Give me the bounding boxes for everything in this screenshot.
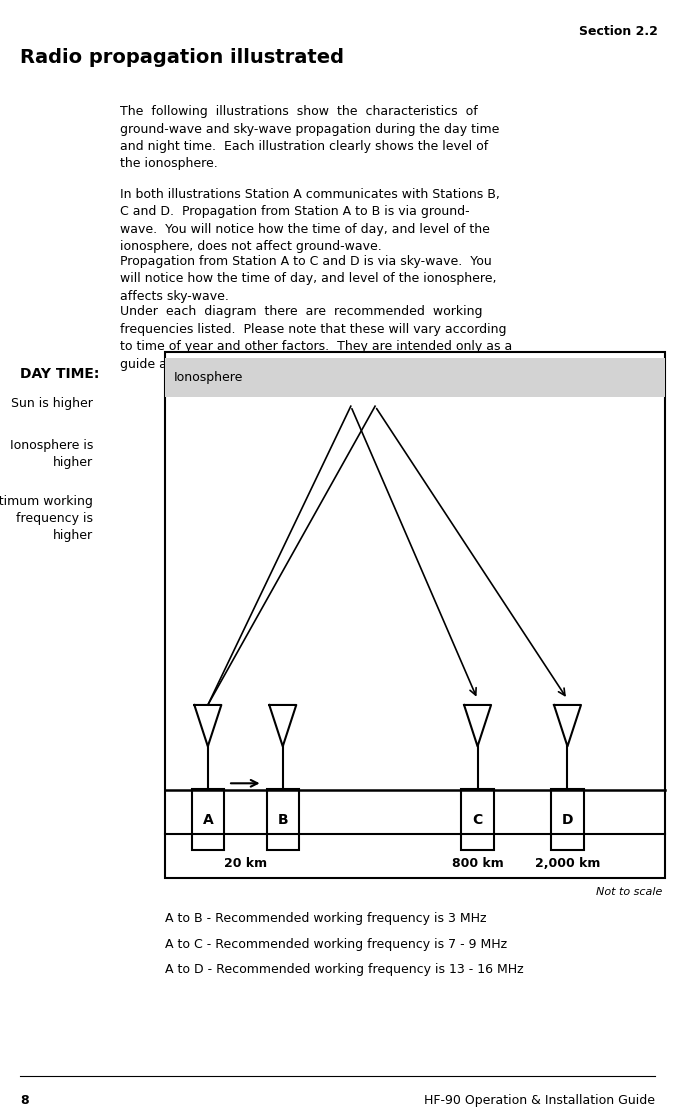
- Text: ionosphere, does not affect ground-wave.: ionosphere, does not affect ground-wave.: [120, 241, 382, 253]
- Bar: [192, 789, 224, 850]
- Text: Under  each  diagram  there  are  recommended  working: Under each diagram there are recommended…: [120, 305, 483, 319]
- Text: affects sky-wave.: affects sky-wave.: [120, 290, 229, 303]
- Text: and night time.  Each illustration clearly shows the level of: and night time. Each illustration clearl…: [120, 140, 489, 153]
- Text: higher: higher: [53, 457, 93, 469]
- Text: Radio propagation illustrated: Radio propagation illustrated: [20, 48, 344, 67]
- Text: frequency is: frequency is: [16, 511, 93, 525]
- Text: Ionosphere: Ionosphere: [173, 372, 243, 384]
- Text: A: A: [202, 812, 213, 827]
- Text: Sun is higher: Sun is higher: [11, 397, 93, 411]
- Text: C: C: [472, 812, 483, 827]
- Text: ground-wave and sky-wave propagation during the day time: ground-wave and sky-wave propagation dur…: [120, 122, 500, 135]
- Text: Propagation from Station A to C and D is via sky-wave.  You: Propagation from Station A to C and D is…: [120, 255, 492, 269]
- Text: 20 km: 20 km: [223, 857, 267, 871]
- Text: A to C - Recommended working frequency is 7 - 9 MHz: A to C - Recommended working frequency i…: [165, 938, 508, 951]
- Bar: [267, 789, 299, 850]
- Text: HF-90 Operation & Installation Guide: HF-90 Operation & Installation Guide: [424, 1094, 655, 1108]
- Text: A to D - Recommended working frequency is 13 - 16 MHz: A to D - Recommended working frequency i…: [165, 963, 524, 977]
- Text: C and D.  Propagation from Station A to B is via ground-: C and D. Propagation from Station A to B…: [120, 206, 470, 218]
- Text: Not to scale: Not to scale: [597, 887, 663, 897]
- Bar: [551, 789, 584, 850]
- Text: Ionosphere is: Ionosphere is: [9, 439, 93, 452]
- Bar: [165, 352, 665, 878]
- Text: Section 2.2: Section 2.2: [579, 25, 658, 38]
- Bar: [165, 358, 665, 397]
- Text: The  following  illustrations  show  the  characteristics  of: The following illustrations show the cha…: [120, 105, 478, 119]
- Text: to time of year and other factors.  They are intended only as a: to time of year and other factors. They …: [120, 340, 512, 354]
- Text: 800 km: 800 km: [452, 857, 504, 871]
- Text: DAY TIME:: DAY TIME:: [20, 367, 100, 382]
- Text: guide and are subject to change.: guide and are subject to change.: [120, 358, 327, 370]
- Text: B: B: [277, 812, 288, 827]
- Text: In both illustrations Station A communicates with Stations B,: In both illustrations Station A communic…: [120, 188, 500, 201]
- Text: wave.  You will notice how the time of day, and level of the: wave. You will notice how the time of da…: [120, 223, 490, 236]
- Text: A to B - Recommended working frequency is 3 MHz: A to B - Recommended working frequency i…: [165, 912, 487, 925]
- Text: frequencies listed.  Please note that these will vary according: frequencies listed. Please note that the…: [120, 322, 507, 336]
- Text: will notice how the time of day, and level of the ionosphere,: will notice how the time of day, and lev…: [120, 273, 497, 285]
- Text: 8: 8: [20, 1094, 29, 1108]
- Text: higher: higher: [53, 529, 93, 543]
- Text: 2,000 km: 2,000 km: [535, 857, 600, 871]
- Text: the ionosphere.: the ionosphere.: [120, 157, 218, 170]
- Text: D: D: [562, 812, 573, 827]
- Text: Optimum working: Optimum working: [0, 495, 93, 508]
- Bar: [462, 789, 494, 850]
